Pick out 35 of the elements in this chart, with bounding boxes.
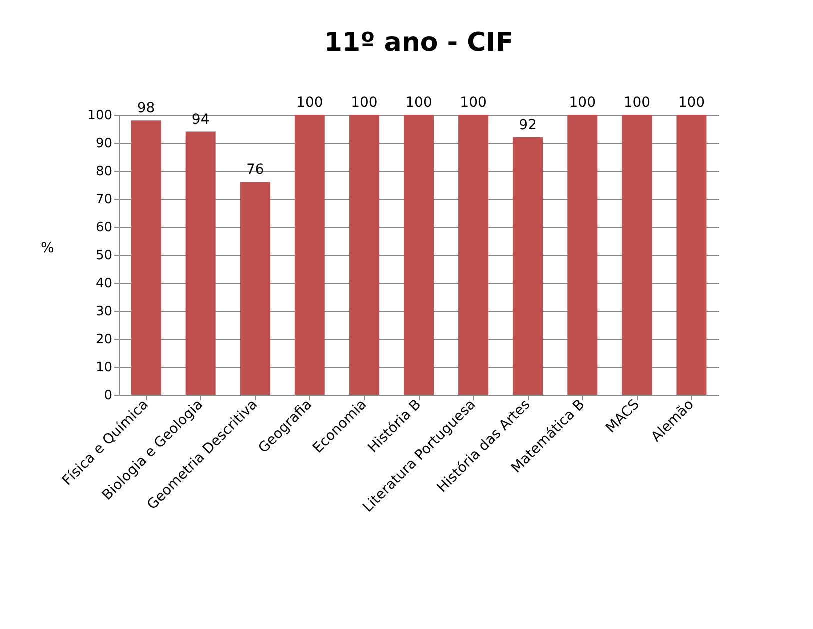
data-label: 100	[406, 95, 432, 111]
data-label: 100	[678, 95, 706, 111]
bar	[349, 115, 380, 395]
y-tick-label: 50	[96, 248, 112, 264]
y-tick-label: 80	[96, 164, 112, 180]
data-label: 100	[569, 95, 596, 111]
bar	[568, 115, 598, 395]
y-tick-label: 40	[96, 276, 112, 292]
data-label: 98	[137, 100, 156, 117]
bar	[458, 115, 489, 395]
bar	[622, 115, 652, 395]
y-tick-label: 90	[96, 136, 112, 152]
y-tick-label: 70	[96, 192, 112, 208]
y-tick-label: 30	[96, 304, 112, 320]
y-tick-label: 20	[96, 332, 112, 348]
bar	[131, 120, 162, 395]
y-tick-label: 10	[96, 360, 112, 376]
data-label: 100	[624, 95, 651, 111]
bar	[240, 182, 270, 395]
data-label: 76	[246, 162, 264, 178]
bar	[404, 115, 434, 395]
y-axis-title: %	[41, 240, 54, 256]
bar	[294, 115, 325, 395]
data-label: 94	[192, 112, 210, 128]
data-label: 100	[351, 95, 378, 111]
y-tick-label: 60	[96, 220, 112, 236]
y-tick-label: 100	[88, 108, 112, 124]
bar	[513, 137, 544, 395]
data-label: 100	[296, 95, 324, 111]
chart-title: 11º ano - CIF	[324, 28, 514, 58]
y-tick-label: 0	[104, 388, 112, 404]
bar	[186, 132, 216, 395]
bar	[676, 115, 707, 395]
data-label: 100	[460, 95, 487, 111]
data-label: 92	[519, 117, 538, 134]
